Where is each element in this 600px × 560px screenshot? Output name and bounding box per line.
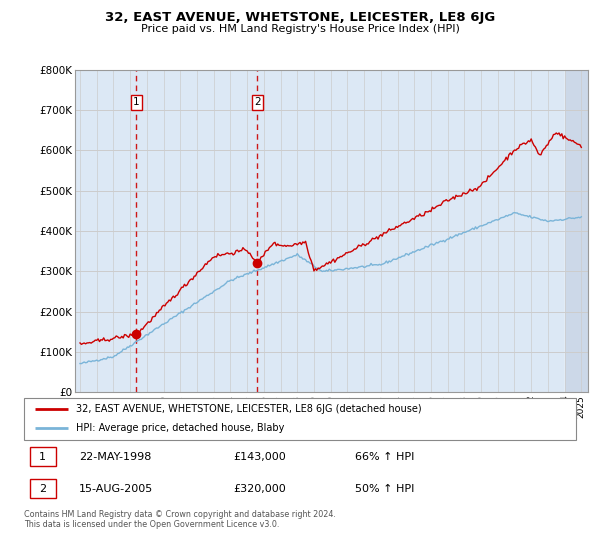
Text: 22-MAY-1998: 22-MAY-1998	[79, 451, 152, 461]
Text: Price paid vs. HM Land Registry's House Price Index (HPI): Price paid vs. HM Land Registry's House …	[140, 24, 460, 34]
Bar	[565, 70, 588, 392]
Text: 2: 2	[39, 484, 46, 494]
Text: £143,000: £143,000	[234, 451, 287, 461]
Text: 1: 1	[39, 451, 46, 461]
Bar	[29, 479, 56, 498]
Text: 50% ↑ HPI: 50% ↑ HPI	[355, 484, 415, 494]
Text: £320,000: £320,000	[234, 484, 287, 494]
Text: HPI: Average price, detached house, Blaby: HPI: Average price, detached house, Blab…	[76, 423, 285, 433]
Text: 32, EAST AVENUE, WHETSTONE, LEICESTER, LE8 6JG (detached house): 32, EAST AVENUE, WHETSTONE, LEICESTER, L…	[76, 404, 422, 414]
Bar	[136, 70, 257, 392]
Text: 32, EAST AVENUE, WHETSTONE, LEICESTER, LE8 6JG: 32, EAST AVENUE, WHETSTONE, LEICESTER, L…	[105, 11, 495, 24]
Text: 15-AUG-2005: 15-AUG-2005	[79, 484, 154, 494]
Bar	[29, 447, 56, 466]
Text: 2: 2	[254, 97, 261, 107]
Text: 66% ↑ HPI: 66% ↑ HPI	[355, 451, 415, 461]
Bar	[565, 70, 588, 392]
Text: 1: 1	[133, 97, 140, 107]
Text: Contains HM Land Registry data © Crown copyright and database right 2024.
This d: Contains HM Land Registry data © Crown c…	[24, 510, 336, 529]
